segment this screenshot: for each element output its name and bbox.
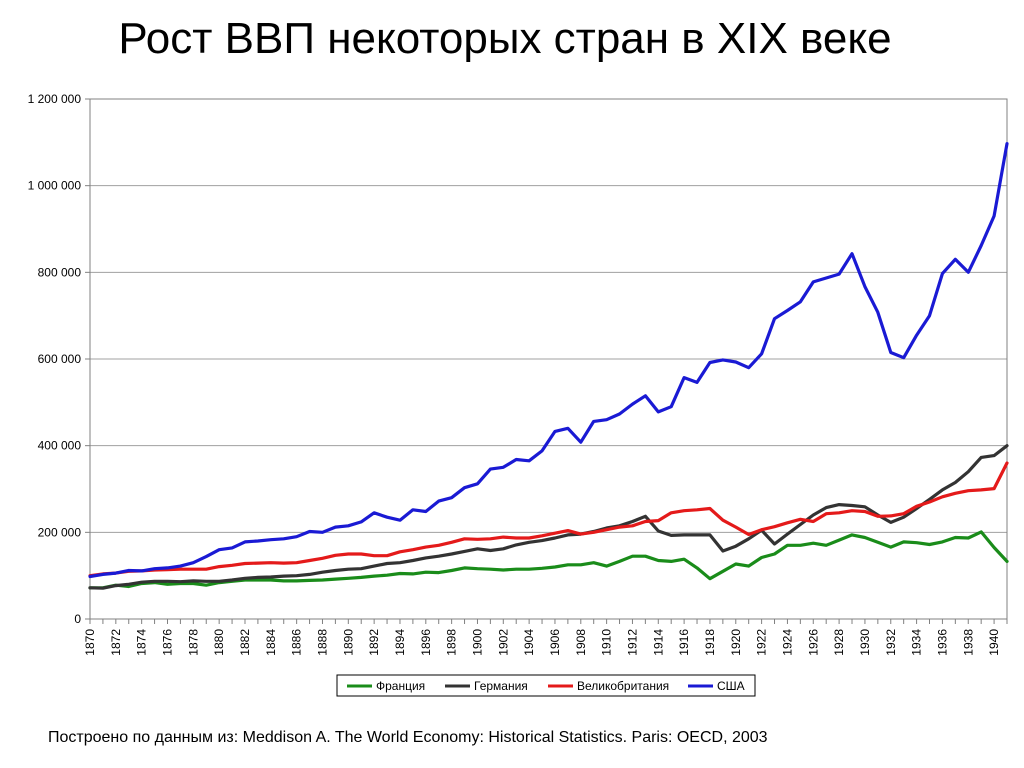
x-tick-label: 1928: [832, 629, 846, 656]
x-tick-label: 1932: [884, 629, 898, 656]
y-tick-label: 800 000: [38, 265, 82, 279]
x-tick-label: 1904: [522, 629, 536, 656]
x-tick-label: 1878: [186, 629, 200, 656]
x-tick-label: 1930: [858, 629, 872, 656]
x-tick-label: 1872: [109, 629, 123, 656]
x-tick-label: 1924: [780, 629, 794, 656]
x-tick-label: 1900: [470, 629, 484, 656]
x-tick-label: 1916: [677, 629, 691, 656]
legend-item-uk-label: Великобритания: [577, 679, 669, 693]
legend-item-usa-label: США: [717, 679, 745, 693]
legend: Франция Германия Великобритания США: [336, 674, 756, 697]
series-line-france: [88, 530, 1009, 590]
x-tick-label: 1938: [961, 629, 975, 656]
x-tick-label: 1896: [419, 629, 433, 656]
legend-item-germany-label: Германия: [474, 679, 528, 693]
series-line-germany: [88, 444, 1009, 590]
y-tick-label: 1 200 000: [28, 92, 82, 106]
x-tick-label: 1908: [574, 629, 588, 656]
y-axis: 0 200 000 400 000 600 000 800 000 1 000 000 1 …: [28, 92, 90, 626]
x-tick-label: 1880: [212, 629, 226, 656]
x-tick-label: 1920: [729, 629, 743, 656]
x-tick-label: 1876: [160, 629, 174, 656]
y-tick-label: 600 000: [38, 352, 82, 366]
x-tick-label: 1888: [315, 629, 329, 656]
x-tick-label: 1884: [264, 629, 278, 656]
y-tick-label: 1 000 000: [28, 179, 82, 193]
series-lines: [88, 142, 1009, 590]
x-tick-label: 1914: [651, 629, 665, 656]
series-line-uk: [88, 461, 1009, 578]
y-tick-label: 400 000: [38, 439, 82, 453]
x-tick-label: 1912: [625, 629, 639, 656]
x-tick-label: 1890: [341, 629, 355, 656]
x-tick-label: 1910: [600, 629, 614, 656]
x-tick-label: 1940: [987, 629, 1001, 656]
x-tick-label: 1882: [238, 629, 252, 656]
x-tick-label: 1918: [703, 629, 717, 656]
page-title: Рост ВВП некоторых стран в XIX веке: [118, 14, 892, 63]
x-tick-label: 1922: [755, 629, 769, 656]
x-tick-label: 1926: [806, 629, 820, 656]
legend-box: [336, 674, 756, 697]
y-tick-label: 200 000: [38, 525, 82, 539]
x-axis: 1870 1872 1874 1876 1878 1880 1882 1884 1886 1888…: [83, 619, 1008, 656]
x-tick-label: 1892: [367, 629, 381, 656]
y-tick-label: 0: [74, 612, 81, 626]
x-tick-label: 1902: [496, 629, 510, 656]
x-tick-label: 1906: [548, 629, 562, 656]
legend-item-france-label: Франция: [376, 679, 425, 693]
source-note: Построено по данным из: Meddison A. The …: [48, 729, 768, 746]
x-tick-label: 1898: [445, 629, 459, 656]
x-tick-label: 1936: [935, 629, 949, 656]
x-tick-label: 1934: [910, 629, 924, 656]
x-tick-label: 1874: [135, 629, 149, 656]
gdp-line-chart: 0 200 000 400 000 600 000 800 000 1 000 000 1 …: [28, 92, 1009, 697]
series-line-usa: [88, 142, 1009, 579]
x-tick-label: 1894: [393, 629, 407, 656]
x-tick-label: 1886: [290, 629, 304, 656]
gridlines: [90, 185, 1007, 533]
x-tick-label: 1870: [83, 629, 97, 656]
